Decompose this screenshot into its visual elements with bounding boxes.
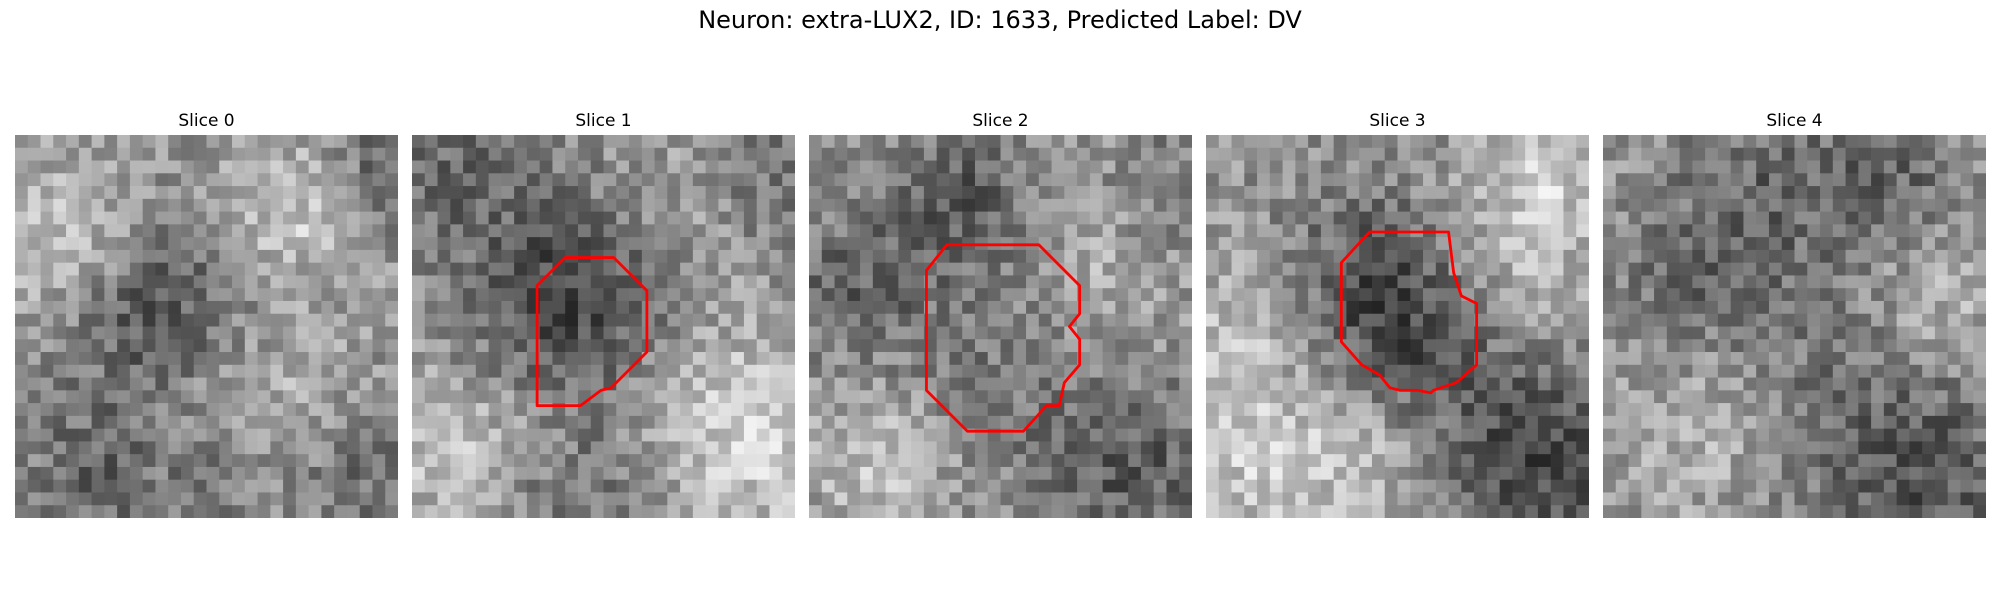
slice-panel-0: Slice 0 — [15, 110, 398, 518]
grayscale-slice-image — [1206, 135, 1589, 518]
grayscale-slice-image — [809, 135, 1192, 518]
slice-panel-3: Slice 3 — [1206, 110, 1589, 518]
segmentation-contour — [1339, 230, 1479, 395]
slice-panel-1: Slice 1 — [412, 110, 795, 518]
slice-title: Slice 2 — [972, 111, 1029, 131]
segmentation-contour — [925, 243, 1082, 433]
slice-title: Slice 0 — [178, 111, 235, 131]
grayscale-slice-image — [15, 135, 398, 518]
slice-panel-4: Slice 4 — [1603, 110, 1986, 518]
slice-title: Slice 4 — [1766, 111, 1823, 131]
slice-title: Slice 3 — [1369, 111, 1426, 131]
grayscale-slice-image — [412, 135, 795, 518]
slice-title: Slice 1 — [575, 111, 632, 131]
grayscale-slice-image — [1603, 135, 1986, 518]
slice-panel-2: Slice 2 — [809, 110, 1192, 518]
segmentation-contour — [535, 256, 649, 408]
figure-title: Neuron: extra-LUX2, ID: 1633, Predicted … — [698, 6, 1302, 34]
